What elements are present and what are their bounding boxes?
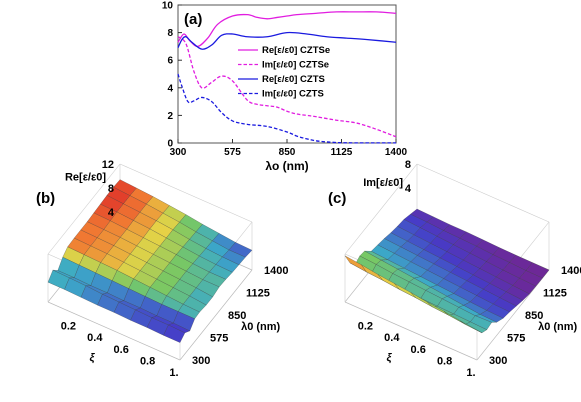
y-tick-label: 8 bbox=[167, 28, 173, 39]
panel-b-surface-mesh bbox=[47, 179, 253, 343]
surface-patch bbox=[460, 320, 482, 334]
lambda-tick-label: 575 bbox=[507, 333, 525, 345]
xi-axis-label: ξ bbox=[387, 352, 393, 364]
x-tick-label: 575 bbox=[224, 147, 241, 158]
z-axis-label: Im[ε/ε0] bbox=[363, 177, 403, 189]
lambda-axis-label: λ0 (nm) bbox=[538, 321, 577, 333]
x-tick-label: 300 bbox=[170, 147, 187, 158]
x-tick-label: 0.8 bbox=[437, 355, 452, 367]
panel-a-series bbox=[177, 11, 397, 144]
panel-a-line-chart: (a) 0 2 4 6 8 10 300 575 850 1125 1400 Re[ε/ε0] CZ… bbox=[162, 1, 408, 174]
lambda-tick-label: 300 bbox=[489, 355, 507, 367]
lambda-tick-label: 1400 bbox=[264, 265, 288, 277]
panel-a-tag: (a) bbox=[184, 11, 202, 28]
panel-a-legend: Re[ε/ε0] CZTSe Im[ε/ε0] CZTSe Re[ε/ε0] CZT… bbox=[238, 45, 330, 100]
lambda-tick-label: 575 bbox=[210, 333, 228, 345]
x-tick-label: 0.2 bbox=[61, 321, 76, 333]
x-tick-label: 0.2 bbox=[358, 321, 373, 333]
y-tick-label: 6 bbox=[167, 56, 173, 67]
x-tick-label: 0.8 bbox=[140, 355, 155, 367]
panel-b-tag: (b) bbox=[36, 190, 55, 207]
y-tick-label: 0 bbox=[167, 139, 173, 150]
lambda-tick-label: 1400 bbox=[561, 265, 581, 277]
x-tick-label: 850 bbox=[279, 147, 296, 158]
x-tick-label: 1. bbox=[169, 367, 178, 379]
legend-entry: Re[ε/ε0] CZTS bbox=[262, 74, 325, 85]
box-edge-bottom bbox=[179, 269, 253, 361]
x-tick-label: 1. bbox=[466, 367, 475, 379]
panel-a-xlabel: λo (nm) bbox=[265, 159, 308, 173]
series-line-2 bbox=[177, 31, 397, 50]
y-tick-label: 2 bbox=[167, 111, 173, 122]
box-edge-top bbox=[119, 163, 253, 223]
z-tick-label: 12 bbox=[102, 159, 114, 171]
lambda-tick-label: 1125 bbox=[543, 288, 567, 300]
y-tick-label: 10 bbox=[162, 1, 174, 12]
series-line-3 bbox=[177, 73, 396, 144]
x-tick-label: 0.4 bbox=[87, 332, 103, 344]
panel-a-grid bbox=[177, 4, 397, 144]
series-line-1 bbox=[177, 36, 397, 138]
lambda-tick-label: 850 bbox=[525, 310, 543, 322]
legend-entry: Im[ε/ε0] CZTS bbox=[262, 89, 324, 100]
lambda-tick-label: 850 bbox=[228, 310, 246, 322]
box-edge-bottom bbox=[47, 301, 181, 361]
xi-axis-label: ξ bbox=[90, 352, 96, 364]
x-tick-label: 0.6 bbox=[411, 344, 426, 356]
panel-c-surface-mesh bbox=[344, 208, 550, 334]
box-edge-top bbox=[344, 163, 418, 255]
series-line-0 bbox=[177, 11, 397, 48]
lambda-tick-label: 1125 bbox=[246, 288, 270, 300]
z-tick-label: 8 bbox=[108, 183, 114, 195]
panel-a-ticks: 0 2 4 6 8 10 300 575 850 1125 1400 bbox=[162, 1, 408, 159]
surface-patch bbox=[163, 324, 186, 343]
legend-entry: Im[ε/ε0] CZTSe bbox=[262, 60, 329, 71]
x-tick-label: 0.6 bbox=[114, 344, 129, 356]
lambda-axis-label: λ0 (nm) bbox=[241, 321, 280, 333]
y-tick-label: 4 bbox=[167, 83, 173, 94]
box-edge-bottom bbox=[344, 301, 478, 361]
legend-entry: Re[ε/ε0] CZTSe bbox=[262, 45, 330, 56]
z-tick-label: 8 bbox=[405, 159, 411, 171]
x-tick-label: 0.4 bbox=[384, 332, 400, 344]
lambda-tick-label: 300 bbox=[192, 355, 210, 367]
box-edge-top bbox=[416, 163, 550, 223]
z-tick-label: 4 bbox=[405, 183, 412, 195]
x-tick-label: 1125 bbox=[331, 147, 353, 158]
z-tick-label: 4 bbox=[108, 207, 115, 219]
z-axis-label: Re[ε/ε0] bbox=[65, 171, 106, 183]
panel-c-tag: (c) bbox=[328, 190, 346, 207]
box-edge-top bbox=[47, 163, 121, 255]
x-tick-label: 1400 bbox=[385, 147, 408, 158]
